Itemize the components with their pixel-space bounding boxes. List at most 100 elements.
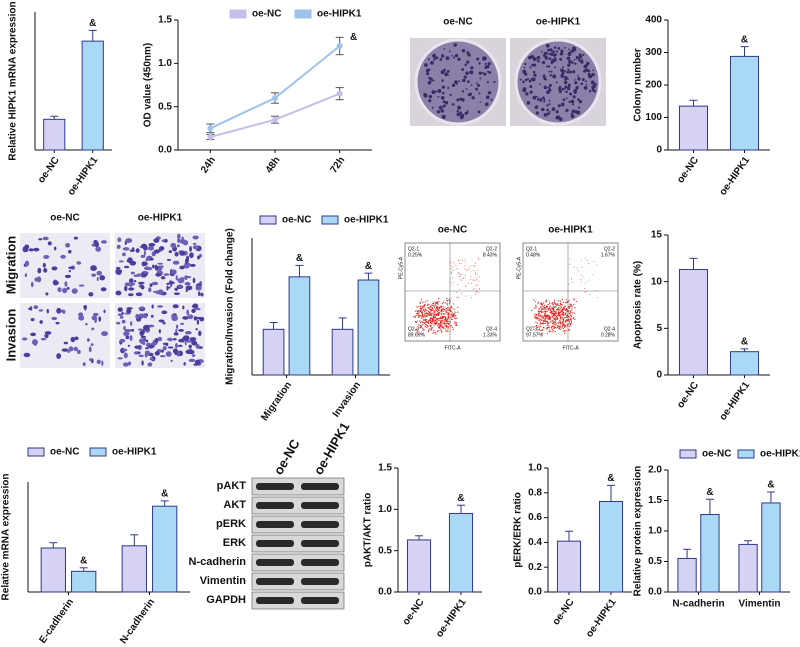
cell [133, 274, 141, 278]
cell [148, 266, 152, 271]
cell [155, 273, 162, 277]
event [543, 319, 545, 322]
cell [128, 293, 134, 297]
colony [462, 78, 466, 83]
event [541, 319, 543, 321]
event [436, 320, 438, 322]
legend-swatch [27, 447, 45, 457]
event [564, 309, 566, 311]
quadrant-name: Q2-1 [526, 246, 537, 252]
event [455, 324, 458, 327]
colony [442, 68, 446, 72]
event [435, 301, 437, 303]
event [563, 323, 565, 325]
colony [476, 57, 480, 61]
event [433, 329, 435, 331]
colony [444, 101, 449, 105]
event [468, 266, 470, 268]
colony [593, 83, 597, 87]
colony [441, 114, 446, 119]
colony [433, 58, 436, 61]
event [441, 330, 443, 332]
event [475, 293, 477, 295]
cell [46, 308, 49, 314]
y-axis-label: Migration/Invasion (Fold change) [225, 228, 236, 385]
colony [543, 100, 546, 103]
cell [153, 249, 160, 254]
event [542, 322, 544, 324]
event [468, 295, 470, 297]
colony [567, 83, 571, 87]
colony [565, 110, 568, 113]
event [422, 319, 424, 321]
cell [82, 362, 86, 367]
event [554, 306, 556, 308]
event [432, 310, 435, 312]
colony [566, 70, 570, 74]
event [544, 322, 547, 324]
colony [560, 68, 565, 73]
event [549, 316, 551, 318]
cell [180, 277, 185, 280]
cell [115, 290, 122, 296]
cell [78, 284, 85, 287]
cell [170, 269, 177, 275]
quadrant-value: 1.67% [601, 252, 616, 258]
event [443, 308, 445, 311]
event [561, 316, 563, 318]
colony [478, 62, 481, 65]
event [571, 312, 574, 314]
event [419, 320, 421, 322]
cell [180, 322, 185, 326]
cell [173, 332, 179, 336]
event [451, 272, 453, 274]
colony [549, 110, 552, 113]
colony [555, 81, 558, 84]
event [549, 303, 551, 305]
event [544, 310, 546, 312]
cell [134, 345, 141, 349]
y-tick-label: 0.0 [648, 587, 662, 598]
colony [561, 87, 565, 91]
event [571, 306, 573, 308]
event [535, 304, 537, 306]
cell [128, 281, 133, 288]
event [464, 265, 466, 267]
colony [590, 80, 595, 85]
y-tick-label: 1.5 [378, 463, 392, 474]
cell [125, 335, 130, 340]
colony [558, 89, 562, 94]
cell [44, 334, 49, 339]
event [559, 300, 562, 302]
y-tick-label: 1.0 [378, 504, 392, 515]
colony [566, 86, 570, 90]
row-label: Invasion [3, 309, 18, 362]
event [434, 331, 437, 333]
event [552, 316, 554, 319]
cell [177, 237, 181, 244]
event [570, 324, 572, 326]
event [552, 320, 554, 323]
event [593, 260, 595, 262]
event [420, 308, 423, 310]
colony [487, 91, 492, 95]
event [430, 306, 432, 308]
event [420, 325, 422, 327]
colony [566, 56, 571, 60]
bar [357, 279, 380, 376]
colony [423, 92, 427, 96]
event [452, 276, 454, 278]
event [431, 323, 433, 325]
event [447, 326, 449, 328]
blot-band [256, 521, 294, 528]
event [552, 308, 554, 310]
cell [166, 282, 170, 286]
event [476, 284, 478, 286]
event [416, 313, 418, 315]
event [455, 315, 457, 317]
colony [569, 92, 573, 96]
event [429, 328, 431, 330]
event [455, 265, 457, 267]
colony [541, 107, 545, 112]
event [458, 259, 460, 261]
